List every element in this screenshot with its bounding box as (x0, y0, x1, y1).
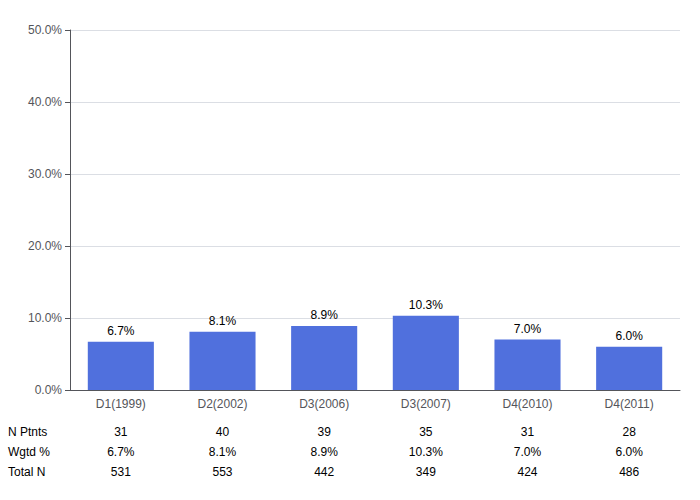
svg-text:39: 39 (317, 425, 331, 439)
svg-text:35: 35 (419, 425, 433, 439)
svg-text:N Ptnts: N Ptnts (8, 425, 47, 439)
svg-text:10.0%: 10.0% (28, 311, 62, 325)
svg-text:Total N: Total N (8, 465, 45, 479)
svg-text:28: 28 (622, 425, 636, 439)
svg-text:8.9%: 8.9% (310, 445, 338, 459)
svg-text:6.7%: 6.7% (107, 445, 135, 459)
svg-text:349: 349 (416, 465, 436, 479)
svg-text:442: 442 (314, 465, 334, 479)
svg-text:31: 31 (114, 425, 128, 439)
svg-text:50.0%: 50.0% (28, 23, 62, 37)
svg-text:20.0%: 20.0% (28, 239, 62, 253)
svg-text:31: 31 (521, 425, 535, 439)
svg-text:531: 531 (111, 465, 131, 479)
svg-text:8.1%: 8.1% (209, 314, 237, 328)
svg-text:6.0%: 6.0% (615, 445, 643, 459)
svg-text:6.7%: 6.7% (107, 324, 135, 338)
svg-text:30.0%: 30.0% (28, 167, 62, 181)
svg-text:D3(2007): D3(2007) (401, 397, 451, 411)
svg-text:40: 40 (216, 425, 230, 439)
svg-text:7.0%: 7.0% (514, 322, 542, 336)
svg-text:0.0%: 0.0% (35, 383, 63, 397)
svg-text:D3(2006): D3(2006) (299, 397, 349, 411)
svg-text:Wgtd %: Wgtd % (8, 445, 50, 459)
svg-text:8.9%: 8.9% (310, 308, 338, 322)
svg-text:D1(1999): D1(1999) (96, 397, 146, 411)
svg-text:D2(2002): D2(2002) (197, 397, 247, 411)
svg-text:40.0%: 40.0% (28, 95, 62, 109)
svg-text:553: 553 (212, 465, 232, 479)
svg-text:8.1%: 8.1% (209, 445, 237, 459)
svg-text:10.3%: 10.3% (409, 445, 443, 459)
svg-text:D4(2011): D4(2011) (605, 397, 654, 411)
svg-text:424: 424 (517, 465, 537, 479)
svg-text:7.0%: 7.0% (514, 445, 542, 459)
svg-text:6.0%: 6.0% (615, 329, 643, 343)
svg-text:D4(2010): D4(2010) (502, 397, 552, 411)
svg-text:486: 486 (619, 465, 639, 479)
svg-text:10.3%: 10.3% (409, 298, 443, 312)
